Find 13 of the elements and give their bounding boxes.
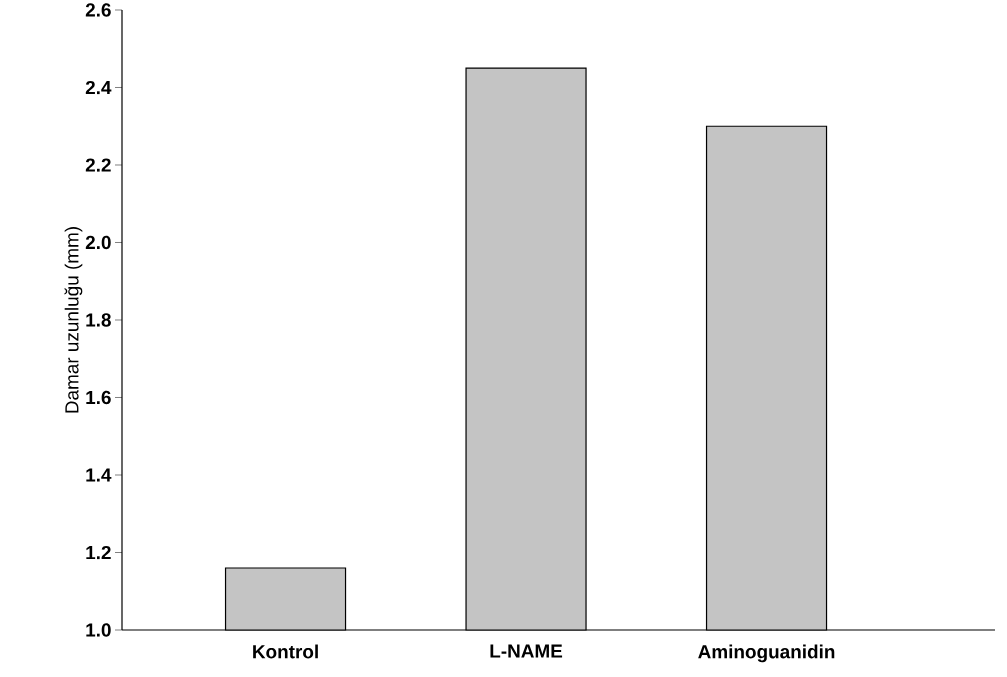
y-tick-label: 1.0 <box>86 623 111 637</box>
y-tick-label: 1.6 <box>86 390 111 405</box>
y-axis-title: Damar uzunluğu (mm) <box>64 227 83 413</box>
x-tick-label: L-NAME <box>490 644 563 658</box>
x-tick-label: Aminoguanidin <box>698 644 835 663</box>
x-tick-label: Kontrol <box>253 644 318 659</box>
y-tick-label: 2.4 <box>85 80 112 95</box>
y-tick-label: 2.6 <box>85 3 111 17</box>
y-tick-label: 1.4 <box>86 468 112 482</box>
y-tick-label: 2.2 <box>85 158 111 172</box>
y-tick-label: 1.2 <box>86 545 111 560</box>
y-tick-label: 1.8 <box>86 313 111 327</box>
y-tick-label: 2.0 <box>85 235 111 250</box>
